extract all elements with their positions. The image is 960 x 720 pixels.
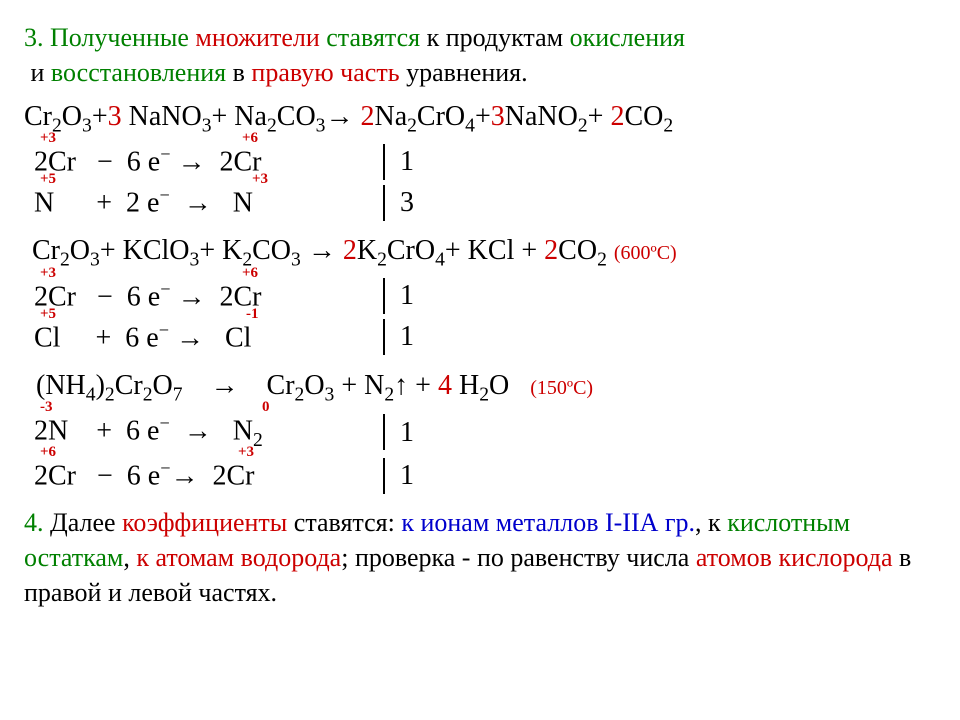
equation-3: (NH4)2Cr2O7 → Cr2O3 + N2↑ + 4 H2O (150ºC… [36, 367, 936, 409]
half-reaction-1b: +5 N + 2 e− → +3 N 3 [34, 183, 936, 222]
half-reaction-3b: +6 2Cr − 6 e−→ +3 2Cr 1 [34, 456, 936, 495]
reaction-block-3: (NH4)2Cr2O7 → Cr2O3 + N2↑ + 4 H2O (150ºC… [24, 367, 936, 496]
step3-heading: 3. Полученные множители ставятся к проду… [24, 20, 936, 90]
step4-heading: 4. Далее коэффициенты ставятся: к ионам … [24, 505, 936, 610]
step4-num: 4. [24, 508, 44, 537]
half-reaction-3a: -3 2N + 6 e− → 0 N2 1 [34, 411, 936, 454]
step3-num: 3. [24, 23, 44, 52]
half-reaction-2b: +5 Cl + 6 e− → -1 Cl 1 [34, 318, 936, 357]
equation-1: Cr2O3+3 NaNO3+ Na2CO3→ 2Na2CrO4+3NaNO2+ … [24, 98, 936, 140]
reaction-block-2: Cr2O3+ KClO3+ K2CO3 → 2K2CrO4+ KCl + 2CO… [24, 232, 936, 356]
reaction-block-1: Cr2O3+3 NaNO3+ Na2CO3→ 2Na2CrO4+3NaNO2+ … [24, 98, 936, 222]
half-reaction-2a: +3 2Cr − 6 e− → +6 2Cr 1 [34, 277, 936, 316]
equation-2: Cr2O3+ KClO3+ K2CO3 → 2K2CrO4+ KCl + 2CO… [32, 232, 936, 274]
half-reaction-1a: +3 2Cr − 6 e− → +6 2Cr 1 [34, 142, 936, 181]
